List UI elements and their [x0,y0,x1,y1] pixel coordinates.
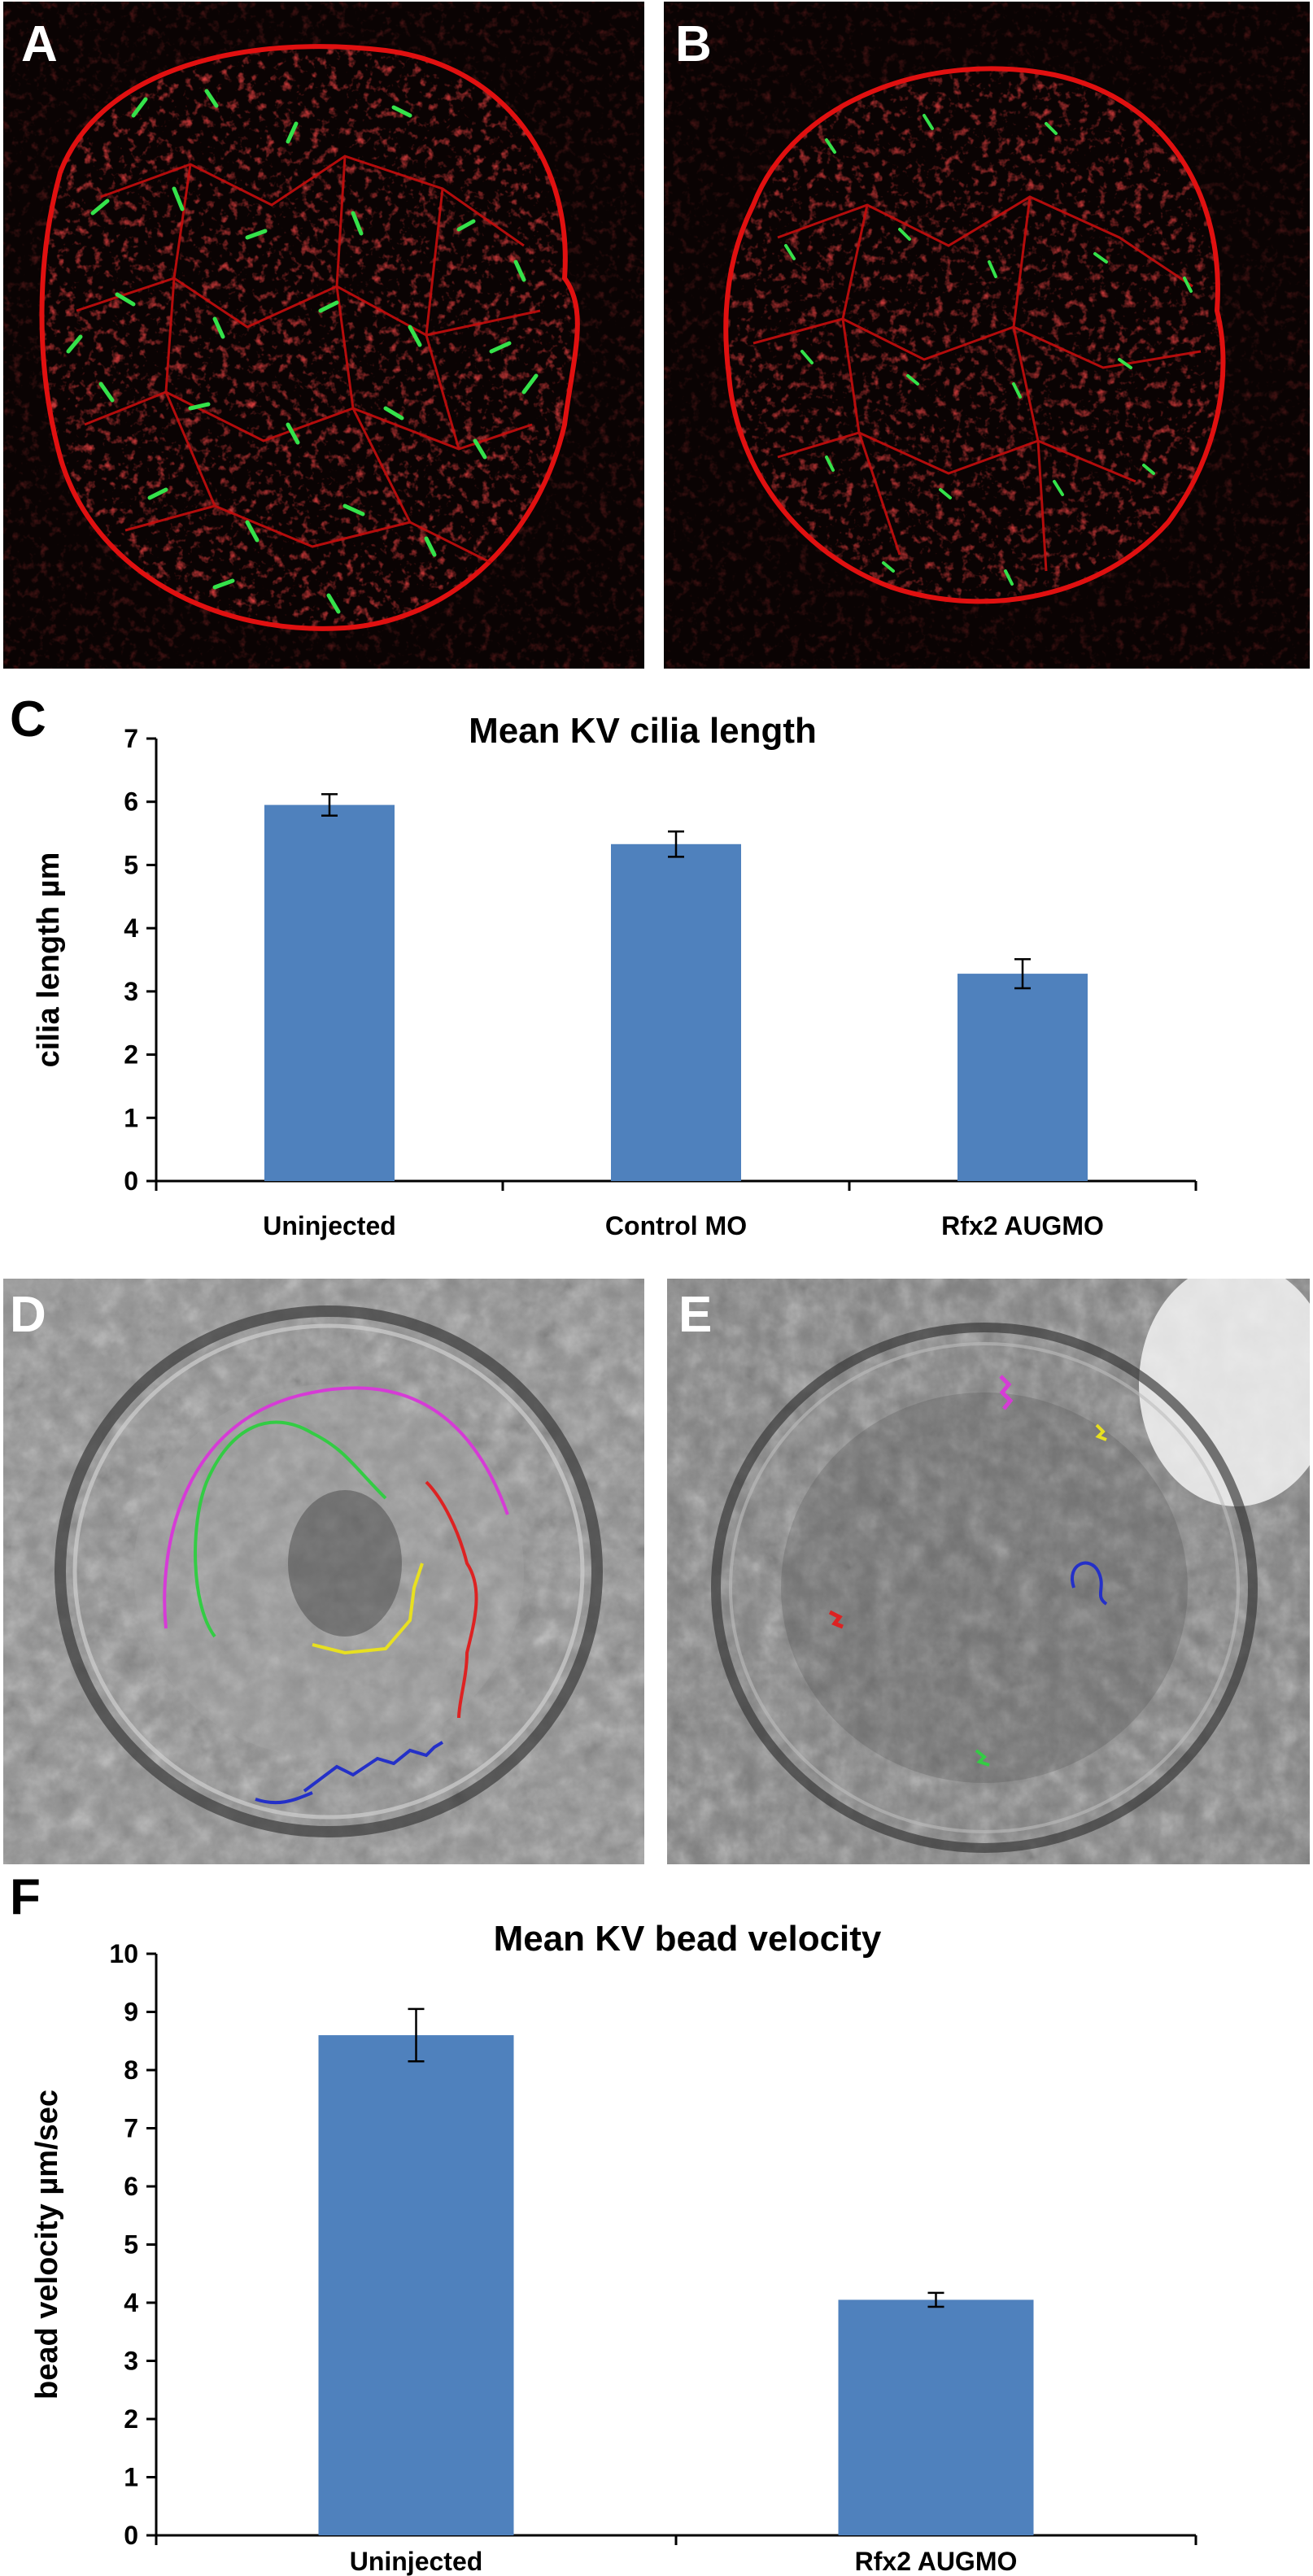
category-label: Rfx2 AUGMO [855,2547,1018,2576]
y-tick-label: 2 [124,2404,138,2434]
category-label: Rfx2 AUGMO [941,1211,1104,1240]
panel-letter-d: D [10,1287,46,1343]
panel-e-micrograph: E [667,1279,1310,1864]
y-tick-label: 3 [124,2347,138,2376]
y-tick-label: 1 [124,1103,138,1132]
y-tick-label: 0 [124,1166,138,1196]
bar [957,974,1088,1181]
bar [264,804,395,1181]
panel-letter-c: C [10,691,46,748]
kv-cilia-image-control [3,2,644,669]
y-tick-label: 0 [124,2521,138,2550]
panel-f-chart: Mean KV bead velocity bead velocity µm/se… [0,1871,1313,2576]
y-tick-label: 6 [124,787,138,817]
chart-title: Mean KV cilia length [469,711,817,751]
y-tick-label: 1 [124,2463,138,2492]
panel-d-micrograph: D [3,1279,644,1864]
panel-letter-a: A [21,16,58,72]
y-tick-label: 5 [124,850,138,879]
panel-b-micrograph: B [664,2,1310,669]
y-tick-label: 10 [109,1939,138,1968]
y-tick-label: 9 [124,1998,138,2027]
y-tick-label: 6 [124,2172,138,2201]
category-label: Control MO [605,1211,747,1240]
y-tick-label: 8 [124,2055,138,2085]
y-tick-label: 5 [124,2230,138,2260]
bead-velocity-chart: Mean KV bead velocity bead velocity µm/se… [30,1919,1197,2576]
panel-letter-e: E [678,1287,713,1343]
y-tick-label: 7 [124,2114,138,2143]
bar [611,843,741,1181]
y-tick-label: 3 [124,977,138,1006]
panel-letter-f: F [10,1869,41,1925]
kv-cilia-image-morphant [664,2,1310,669]
category-label: Uninjected [263,1211,396,1240]
y-tick-label: 7 [124,724,138,753]
chart-title: Mean KV bead velocity [494,1919,882,1959]
category-label: Uninjected [350,2547,483,2576]
bar [318,2035,514,2535]
bar [838,2299,1034,2535]
y-axis-label: bead velocity µm/sec [30,2090,64,2399]
y-tick-label: 2 [124,1040,138,1070]
bead-tracks-image-morphant [667,1279,1310,1864]
cilia-length-chart: Mean KV cilia length cilia length µm 0 1 2 3 4… [32,711,1197,1240]
panel-a-micrograph: A [3,2,644,669]
panel-letter-b: B [675,16,712,72]
y-tick-label: 4 [124,913,138,943]
y-tick-label: 4 [124,2288,138,2317]
bead-tracks-image-control [3,1279,644,1864]
panel-c-chart: Mean KV cilia length cilia length µm 0 1 2 3 4… [0,683,1313,1253]
y-axis-label: cilia length µm [32,852,66,1068]
